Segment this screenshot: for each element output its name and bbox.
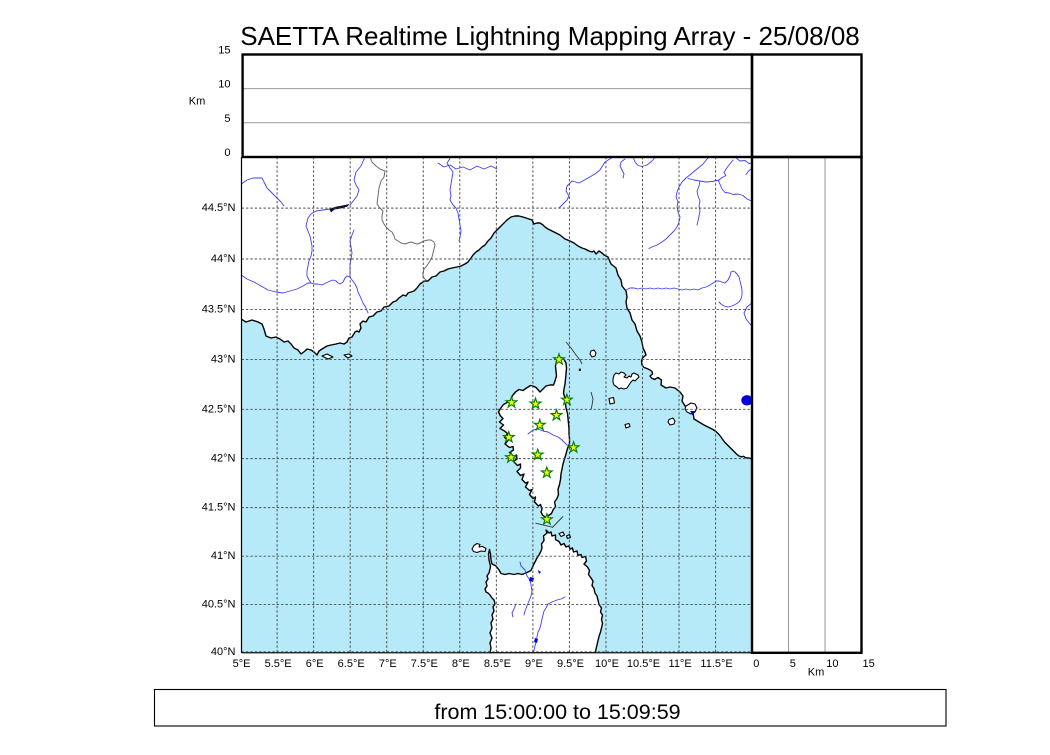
svg-text:10°E: 10°E [595,658,619,670]
svg-text:43°N: 43°N [211,354,236,366]
svg-text:10.5°E: 10.5°E [627,658,660,670]
svg-text:5: 5 [790,658,796,670]
svg-text:9.5°E: 9.5°E [557,658,584,670]
svg-text:15: 15 [863,658,875,670]
svg-text:7.5°E: 7.5°E [411,658,438,670]
svg-text:11.5°E: 11.5°E [700,658,732,670]
svg-text:6°E: 6°E [306,658,324,670]
svg-text:42°N: 42°N [211,453,236,465]
svg-text:7°E: 7°E [379,658,397,670]
svg-text:5: 5 [224,113,230,125]
svg-text:15: 15 [218,45,230,57]
svg-text:8.5°E: 8.5°E [484,658,511,670]
svg-text:11°E: 11°E [669,658,692,670]
svg-text:from 15:00:00 to 15:09:59: from 15:00:00 to 15:09:59 [434,700,680,724]
svg-text:40.5°N: 40.5°N [202,598,236,610]
svg-text:9°E: 9°E [525,658,543,670]
svg-text:44.5°N: 44.5°N [202,202,236,214]
svg-text:5.5°E: 5.5°E [265,658,292,670]
svg-text:0: 0 [224,147,230,159]
svg-text:10: 10 [826,658,838,670]
svg-text:0: 0 [753,658,759,670]
svg-text:8°E: 8°E [452,658,470,670]
svg-text:5°E: 5°E [233,658,251,670]
svg-text:42.5°N: 42.5°N [202,403,236,415]
svg-text:SAETTA Realtime Lightning Mapp: SAETTA Realtime Lightning Mapping Array … [240,21,860,51]
svg-text:43.5°N: 43.5°N [202,304,236,316]
svg-text:Km: Km [808,667,825,679]
svg-text:40°N: 40°N [211,646,236,658]
svg-text:6.5°E: 6.5°E [338,658,365,670]
svg-text:41°N: 41°N [211,550,236,562]
svg-text:10: 10 [218,79,230,91]
svg-text:Km: Km [189,96,206,108]
svg-text:41.5°N: 41.5°N [202,502,236,514]
svg-text:44°N: 44°N [211,253,236,265]
